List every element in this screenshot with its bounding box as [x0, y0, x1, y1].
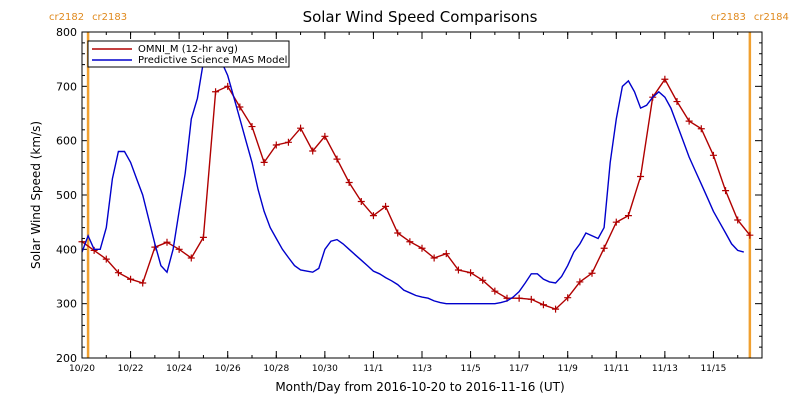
- omni-data-point: [515, 294, 523, 302]
- x-tick-label: 10/24: [166, 364, 192, 374]
- x-tick-label: 11/13: [652, 364, 678, 374]
- carrington-label-right: cr2184: [754, 12, 789, 23]
- omni-data-point: [467, 269, 475, 277]
- omni-data-point: [539, 301, 547, 309]
- carrington-label-right: cr2183: [92, 12, 127, 23]
- omni-data-point: [637, 173, 645, 181]
- omni-data-point: [673, 98, 681, 106]
- x-tick-label: 11/7: [509, 364, 529, 374]
- omni-data-point: [382, 202, 390, 210]
- plot-frame: [81, 31, 763, 359]
- legend-label-mas: Predictive Science MAS Model: [138, 55, 287, 66]
- omni-data-point: [212, 88, 220, 96]
- legend-box: [87, 40, 290, 68]
- y-tick-label: 300: [56, 298, 77, 311]
- omni-data-point: [564, 294, 572, 302]
- omni-data-point: [345, 179, 353, 187]
- x-tick-label: 11/5: [460, 364, 480, 374]
- omni-data-point: [527, 295, 535, 303]
- carrington-label-left: cr2183: [711, 12, 746, 23]
- y-tick-label: 200: [56, 352, 77, 365]
- omni-data-point: [746, 231, 754, 239]
- y-tick-label: 600: [56, 135, 77, 148]
- omni-data-point: [369, 212, 377, 220]
- omni-data-point: [430, 254, 438, 262]
- legend: OMNI_M (12-hr avg) Predictive Science MA…: [87, 40, 290, 68]
- x-tick-label: 11/1: [363, 364, 383, 374]
- omni-data-point: [722, 187, 730, 195]
- x-tick-label: 11/15: [700, 364, 726, 374]
- carrington-label-left: cr2182: [49, 12, 84, 23]
- omni-data-point: [236, 103, 244, 111]
- omni-data-point: [442, 250, 450, 258]
- mas-series-line: [82, 59, 744, 305]
- omni-data-point: [418, 244, 426, 252]
- omni-data-point: [624, 212, 632, 220]
- x-tick-label: 10/28: [263, 364, 289, 374]
- omni-data-point: [127, 275, 135, 283]
- omni-data-point: [260, 158, 268, 166]
- omni-data-point: [479, 276, 487, 284]
- omni-data-point: [394, 229, 402, 237]
- omni-series-line: [82, 77, 751, 310]
- omni-data-point: [248, 123, 256, 131]
- omni-data-point: [600, 244, 608, 252]
- omni-data-point: [491, 287, 499, 295]
- x-axis-label: Month/Day from 2016-10-20 to 2016-11-16 …: [275, 380, 564, 394]
- y-tick-label: 400: [56, 243, 77, 256]
- omni-data-point: [588, 269, 596, 277]
- series-layer: [78, 59, 754, 313]
- omni-data-point: [552, 305, 560, 313]
- omni-data-point: [163, 238, 171, 246]
- omni-data-point: [661, 75, 669, 83]
- y-tick-label: 700: [56, 80, 77, 93]
- axes-layer: 200 300 400 500 600 700 800 10/20 10/22 10/24 10/2…: [56, 26, 763, 374]
- omni-data-point: [272, 141, 280, 149]
- omni-data-point: [102, 255, 110, 263]
- omni-data-point: [284, 138, 292, 146]
- x-tick-label: 11/9: [558, 364, 578, 374]
- carrington-markers: cr2182 cr2183 cr2183 cr2184: [49, 12, 789, 358]
- omni-data-point: [406, 238, 414, 246]
- omni-data-point: [576, 278, 584, 286]
- omni-data-point: [734, 216, 742, 224]
- omni-data-point: [709, 151, 717, 159]
- y-tick-label: 500: [56, 189, 77, 202]
- y-axis-label: Solar Wind Speed (km/s): [29, 121, 43, 269]
- x-tick-label: 11/11: [603, 364, 629, 374]
- omni-data-point: [309, 147, 317, 155]
- omni-data-point: [697, 125, 705, 133]
- omni-data-point: [685, 117, 693, 125]
- legend-label-omni: OMNI_M (12-hr avg): [138, 44, 238, 55]
- omni-data-point: [297, 124, 305, 132]
- chart-title: Solar Wind Speed Comparisons: [303, 8, 538, 26]
- y-tick-label: 800: [56, 26, 77, 39]
- x-tick-label: 10/26: [215, 364, 241, 374]
- x-tick-label: 11/3: [412, 364, 432, 374]
- omni-data-point: [139, 279, 147, 287]
- omni-data-point: [612, 218, 620, 226]
- omni-data-point: [333, 155, 341, 163]
- x-tick-label: 10/22: [118, 364, 144, 374]
- omni-data-point: [114, 269, 122, 277]
- omni-data-point: [187, 254, 195, 262]
- omni-data-point: [357, 198, 365, 206]
- x-tick-label: 10/30: [312, 364, 338, 374]
- omni-data-point: [199, 233, 207, 241]
- omni-data-point: [175, 245, 183, 253]
- omni-data-point: [321, 132, 329, 140]
- x-tick-label: 10/20: [69, 364, 95, 374]
- omni-data-point: [454, 266, 462, 274]
